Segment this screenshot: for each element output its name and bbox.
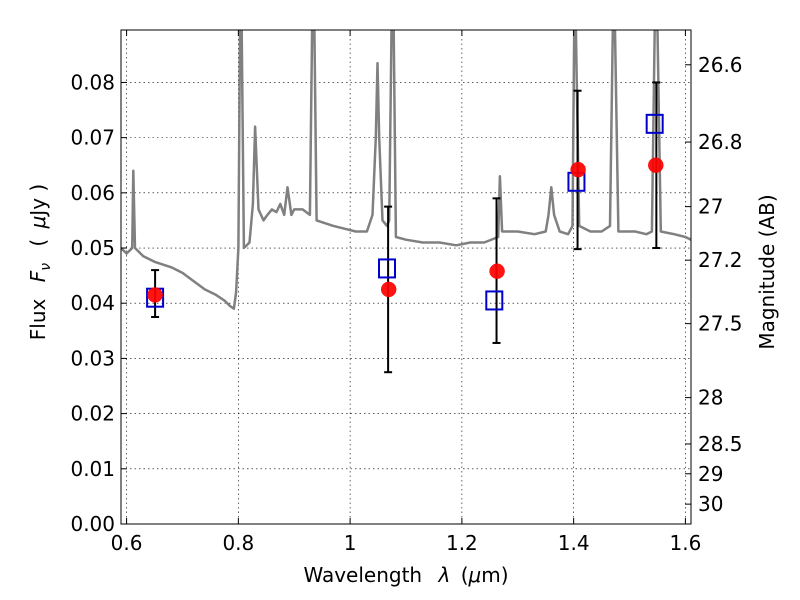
y2-tick-label: 27.5 — [698, 312, 743, 336]
y-tick-label: 0.02 — [70, 402, 115, 426]
y2-axis-label: Magnitude (AB) — [755, 194, 779, 349]
y-axis-label-symbol: F — [26, 270, 50, 282]
y-axis-label-unit: Jy ) — [26, 184, 50, 218]
y-tick-label: 0.05 — [70, 236, 115, 260]
plot-frame — [120, 29, 692, 525]
x-tick-label: 1 — [344, 531, 357, 555]
y-axis-label: Flux Fν ( μJy ) — [26, 184, 55, 340]
y2-tick-label: 26.8 — [698, 130, 743, 154]
x-tick-label: 1.2 — [446, 531, 478, 555]
x-tick-label: 1.6 — [670, 531, 702, 555]
axis-ticks: 0.6 0.8 1 1.2 1.4 1.6 0.00 0.01 0.02 0.03 0.04 0.05… — [70, 30, 743, 555]
plot-data — [121, 30, 691, 374]
x-axis-label-open: ( — [461, 563, 469, 587]
x-axis-label-unit: m) — [481, 563, 508, 587]
y2-tick-label: 30 — [698, 492, 723, 516]
x-tick-label: 0.6 — [111, 531, 143, 555]
square-marker — [645, 113, 664, 134]
x-tick-label: 1.4 — [558, 531, 590, 555]
y-axis-label-mu: μ — [26, 216, 50, 230]
y-tick-label: 0.06 — [70, 181, 115, 205]
y-tick-label: 0.07 — [70, 126, 115, 150]
y-tick-label: 0.08 — [70, 70, 115, 94]
square-marker — [485, 290, 504, 311]
x-tick-label: 0.8 — [222, 531, 254, 555]
x-axis-label: Wavelength λ (μm) — [303, 563, 508, 587]
y2-tick-label: 28 — [698, 386, 723, 410]
y-axis-label-subscript: ν — [38, 263, 54, 271]
circle-marker — [570, 161, 586, 178]
spectrum-line — [121, 30, 691, 310]
circle-marker — [489, 263, 505, 279]
circle-marker — [380, 281, 397, 298]
y2-tick-label: 27.2 — [698, 248, 743, 272]
y2-tick-label: 29 — [698, 462, 723, 486]
y-tick-label: 0.00 — [70, 512, 115, 536]
grid — [121, 30, 691, 525]
circle-marker — [147, 287, 163, 303]
y-axis-label-text: Flux — [26, 298, 50, 340]
x-axis-label-mu: μ — [468, 563, 482, 587]
y2-tick-label: 27 — [698, 195, 723, 219]
square-marker — [378, 258, 396, 279]
y2-tick-label: 28.5 — [698, 432, 743, 456]
x-axis-label-text: Wavelength — [303, 563, 422, 587]
y-tick-label: 0.04 — [70, 291, 115, 315]
y2-tick-label: 26.6 — [698, 53, 743, 77]
y-tick-label: 0.01 — [70, 457, 115, 481]
y-tick-label: 0.03 — [70, 346, 115, 370]
x-axis-label-symbol: λ — [437, 563, 450, 587]
circle-marker — [648, 157, 664, 173]
y-axis-label-open: ( — [26, 239, 50, 247]
